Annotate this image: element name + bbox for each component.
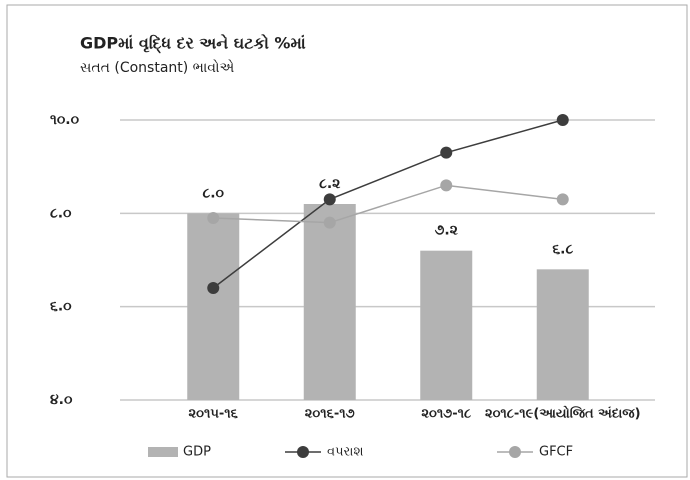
legend-label: GDP [183,445,211,460]
bar [536,269,589,400]
y-tick-label: ૧૦.૦ [50,112,80,128]
frame [6,4,688,478]
legend-label: વપરાશ [327,445,363,460]
legend-marker [297,446,309,458]
legend-swatch [148,447,178,457]
data-label: ૮.૨ [319,176,341,192]
x-tick-label: ૨૦૧૬-૧૭ [305,407,355,422]
marker [207,212,220,224]
y-tick-label: ૪.૦ [50,392,73,408]
legend-marker [509,446,521,458]
y-tick-label: ૬.૦ [50,299,72,315]
line [213,184,563,224]
marker [323,193,336,206]
bar [187,213,240,400]
legend-label: GFCF [539,445,573,460]
marker [556,114,569,126]
chart-title: GDPમાં વૃદ્ધિ દર અને ઘટકો %માં [80,32,306,54]
marker [556,193,569,206]
data-label: ૬.૮ [552,241,573,257]
line [212,119,563,289]
y-tick-label: ૮.૦ [50,205,72,221]
data-label: ૮.૦ [203,185,225,201]
marker [440,146,453,159]
chart-subtitle: સતત (Constant) ભાવોએ [80,59,235,76]
bar [303,204,356,400]
data-label: ૭.૨ [435,223,459,239]
marker [207,282,220,294]
x-tick-label: ૨૦૧૭-૧૮ [421,407,471,422]
x-tick-label: ૨૦૧૫-૧૬ [189,407,239,422]
marker [440,179,453,192]
marker [323,216,336,229]
bar [420,250,473,400]
x-tick-label: ૨૦૧૮-૧૯(આયોજિત અંદાજ) [485,405,641,422]
